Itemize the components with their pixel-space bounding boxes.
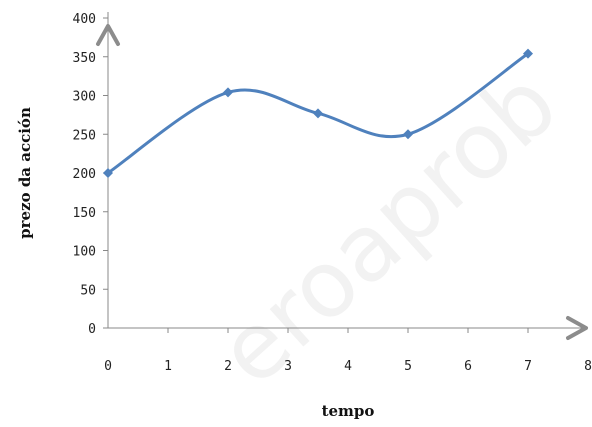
data-point [223,87,233,98]
y-tick-label: 200 [73,167,96,182]
x-tick-label: 8 [584,359,592,374]
y-tick-label: 400 [73,12,96,27]
y-tick-label: 150 [73,206,96,221]
y-tick-label: 100 [73,245,96,260]
y-axis-arrow [96,24,120,46]
y-tick-label: 0 [88,322,96,337]
y-tick-label: 300 [73,90,96,105]
data-point [523,48,533,59]
x-tick-label: 4 [344,359,352,374]
x-tick-label: 7 [524,359,532,374]
y-tick-label: 250 [73,128,96,143]
chart-series [103,48,533,178]
y-axis-title: prezo da acción [16,107,34,239]
data-point [103,168,113,178]
watermark: eroaprob [198,50,577,407]
data-point [313,108,323,119]
x-tick-label: 0 [104,359,112,374]
y-tick-label: 50 [80,283,96,298]
x-axis-arrow [566,316,588,340]
x-axis-title: tempo [322,402,375,420]
x-tick-label: 5 [404,359,412,374]
y-tick-label: 350 [73,51,96,66]
x-tick-label: 2 [224,359,232,374]
x-tick-label: 3 [284,359,292,374]
x-tick-label: 6 [464,359,472,374]
data-point [403,129,413,140]
x-tick-label: 1 [164,359,172,374]
chart-ticks: 0 50 100 150 200 250 300 350 400 0 1 2 3 4 5 6 7 8 [73,12,592,374]
